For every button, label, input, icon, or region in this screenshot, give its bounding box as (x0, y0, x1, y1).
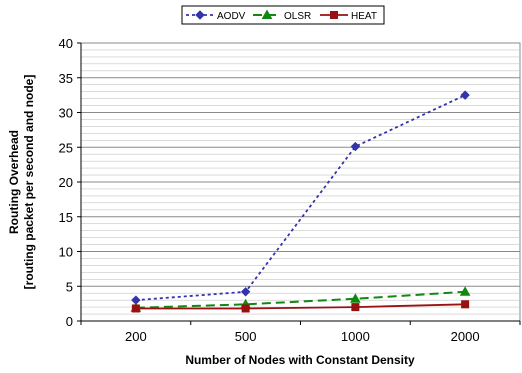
legend-marker-olsr (261, 9, 273, 19)
axes: 0 5 10 15 20 25 30 35 40 200 500 1000 2000 (59, 36, 521, 344)
y-tick-label: 40 (59, 36, 73, 51)
y-tick-label: 25 (59, 140, 73, 155)
y-axis-title-line2: [routing packet per second and node] (22, 75, 36, 290)
x-tick-label: 1000 (341, 329, 370, 344)
x-tick-label: 200 (125, 329, 147, 344)
series-line-heat (135, 303, 466, 310)
gridlines (81, 49, 520, 315)
data-point-aodv (240, 287, 251, 297)
y-tick-label: 30 (59, 106, 73, 121)
data-point-aodv (350, 141, 361, 152)
data-point-olsr (459, 286, 471, 296)
y-tick-label: 20 (59, 175, 73, 190)
data-point-olsr (350, 293, 361, 303)
y-tick-label: 35 (59, 71, 73, 86)
legend: AODV OLSR HEAT (186, 9, 377, 22)
data-point-heat (461, 300, 470, 309)
data-point-heat (351, 303, 360, 312)
y-tick-label: 0 (66, 314, 73, 329)
data-point-aodv (460, 90, 470, 100)
data-point-heat (241, 304, 250, 313)
y-tick-label: 15 (59, 210, 73, 225)
legend-box (181, 5, 385, 25)
y-tick-label: 5 (66, 279, 73, 294)
x-axis-title: Number of Nodes with Constant Density (185, 353, 415, 367)
legend-label-olsr: OLSR (284, 11, 311, 22)
x-tick-label: 500 (235, 329, 257, 344)
legend-label-aodv: AODV (217, 11, 246, 22)
legend-marker-aodv (195, 10, 205, 20)
series-layer (130, 90, 471, 313)
data-point-heat (131, 304, 140, 313)
y-axis-title-line1: Routing Overhead (7, 130, 21, 234)
legend-marker-heat (330, 11, 338, 19)
series-line-olsr (135, 290, 466, 309)
x-tick-label: 2000 (451, 329, 480, 344)
y-tick-label: 10 (59, 245, 73, 260)
series-line-aodv (135, 94, 466, 302)
legend-label-heat: HEAT (351, 11, 377, 22)
